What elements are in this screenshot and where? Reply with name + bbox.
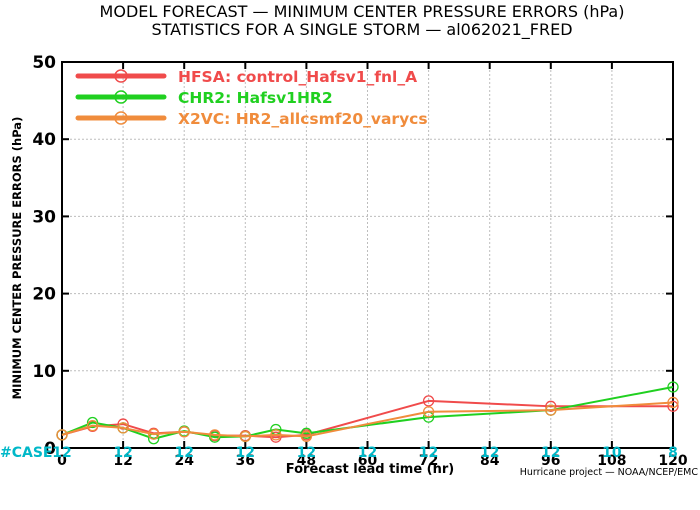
case-count: 12 [480,445,499,461]
case-count: 12 [419,445,438,461]
y-tick-label: 50 [32,53,56,73]
x-tick-label: 72 [419,453,438,469]
case-count: 12 [52,445,71,461]
chart-title: MODEL FORECAST — MINIMUM CENTER PRESSURE… [100,2,625,21]
y-axis-label: MINIMUM CENTER PRESSURE ERRORS (hPa) [10,117,24,400]
series-point-2 [86,419,99,432]
legend-label-1: CHR2: Hafsv1HR2 [178,89,333,107]
x-tick-label: 48 [297,453,316,469]
credit-text: Hurricane project — NOAA/NCEP/EMC [520,467,699,478]
series-point-2 [545,404,557,416]
case-count: 12 [297,445,316,461]
legend-label-0: HFSA: control_Hafsv1_fnl_A [178,68,417,86]
case-count: 12 [174,445,193,461]
y-tick-label: 20 [32,285,56,305]
case-counts: #CASE 12 12 12 12 12 12 12 12 12 10 8 [0,445,678,461]
series-point-2 [209,429,221,441]
x-tick-label: 84 [480,453,500,469]
series-point-2 [270,429,282,441]
case-label: #CASE [0,445,53,461]
x-tick-label: 120 [658,453,687,469]
series-point-0 [545,400,557,412]
x-tick-label: 36 [236,453,255,469]
grid [62,62,673,448]
series-point-2 [56,429,68,441]
series-point-0 [667,400,679,412]
series-point-1 [86,416,99,429]
x-tick-label: 24 [174,453,194,469]
x-tick-label: 108 [597,453,626,469]
case-count: 12 [541,445,560,461]
y-tick-label: 40 [32,130,56,150]
series-point-2 [147,428,160,440]
series-point-0 [422,395,435,407]
series-point-0 [117,418,129,430]
series-point-1 [300,427,313,439]
case-count: 12 [358,445,377,461]
chart-subtitle: STATISTICS FOR A SINGLE STORM — al062021… [151,20,572,40]
series-point-2 [422,406,435,418]
x-tick-label: 60 [358,453,378,469]
series-point-2 [239,430,251,443]
legend-marker-1 [114,90,128,104]
legend-marker-2 [114,111,128,125]
legend-marker-0 [114,69,128,83]
series-point-2 [300,430,313,443]
legend: HFSA: control_Hafsv1_fnl_A CHR2: Hafsv1HR… [75,68,428,128]
series-point-1 [667,381,679,393]
x-axis-label: Forecast lead time (hr) [286,462,454,477]
case-count: 12 [236,445,255,461]
series-point-2 [117,422,129,434]
y-tick-label: 30 [32,207,56,227]
series-layer [56,381,679,445]
y-tick-label: 0 [44,439,56,459]
case-count: 12 [113,445,132,461]
case-count: 10 [602,445,622,461]
series-point-2 [667,396,679,409]
x-tick-label: 12 [113,453,132,469]
x-tick-label: 0 [57,453,67,469]
legend-label-2: X2VC: HR2_allcsmf20_varycs [178,110,428,128]
case-count: 8 [668,445,678,461]
x-tick-label: 96 [541,453,560,469]
series-point-2 [178,426,190,438]
y-tick-label: 10 [32,362,56,382]
